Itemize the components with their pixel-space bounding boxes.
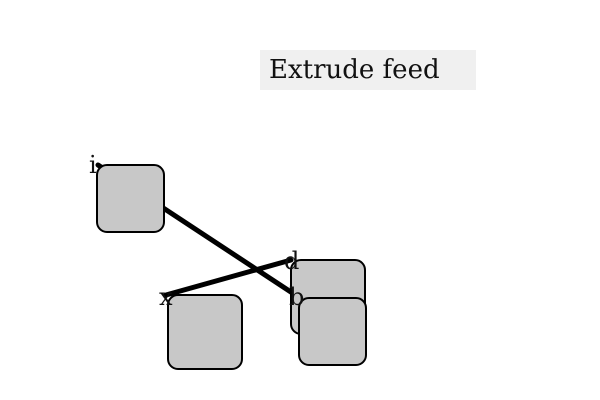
graph-title-banner: Extrude feed xyxy=(260,50,476,90)
port-label-b: b xyxy=(289,283,305,311)
connection-x-to-d[interactable] xyxy=(163,257,294,298)
port-label-d: d xyxy=(284,247,300,275)
port-label-i: i xyxy=(89,151,97,179)
node-x[interactable] xyxy=(167,294,243,370)
port-label-x: x xyxy=(159,283,173,311)
node-b[interactable] xyxy=(298,297,367,366)
graph-title: Extrude feed xyxy=(269,55,440,85)
node-i[interactable] xyxy=(96,164,165,233)
